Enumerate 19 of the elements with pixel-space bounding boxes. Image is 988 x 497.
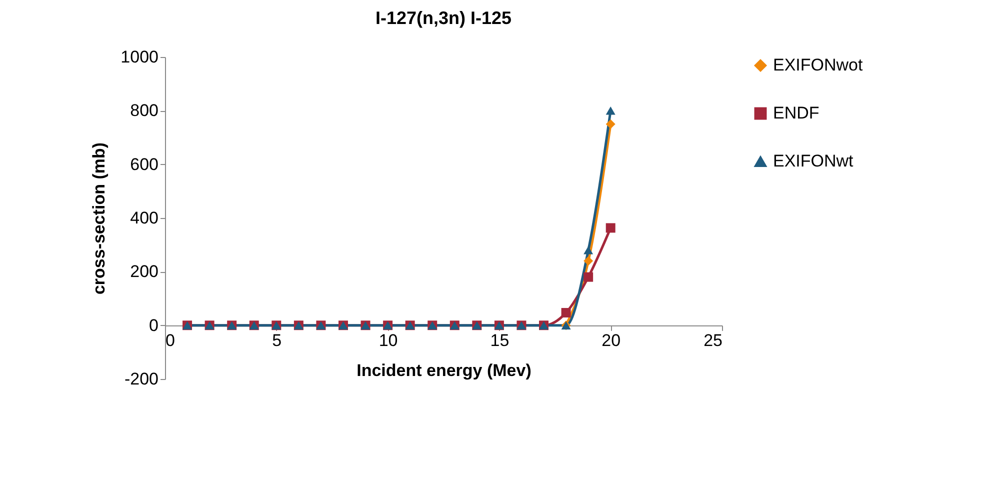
y-tick-label: 200: [130, 262, 158, 282]
y-tick-label: 1000: [120, 48, 158, 66]
y-tick-label: 800: [130, 101, 158, 120]
legend-label: EXIFONwot: [773, 56, 864, 74]
y-axis-title: cross-section (mb): [90, 142, 109, 295]
y-tick-label: 0: [149, 316, 158, 335]
x-tick-label: 0: [166, 330, 175, 350]
x-tick-label: 20: [602, 330, 621, 350]
legend-label: ENDF: [773, 104, 820, 122]
x-tick-label: 25: [704, 330, 722, 350]
x-axis-title: Incident energy (Mev): [356, 360, 532, 380]
y-tick-label: 400: [130, 208, 158, 228]
chart-title: I-127(n,3n) I-125: [375, 8, 512, 28]
x-tick-label: 10: [378, 330, 398, 350]
legend-label: EXIFONwt: [773, 152, 854, 170]
x-tick-label: 15: [490, 330, 510, 350]
y-tick-label: 600: [130, 154, 158, 174]
x-tick-label: 5: [272, 330, 282, 350]
y-tick-label: -200: [124, 370, 158, 388]
